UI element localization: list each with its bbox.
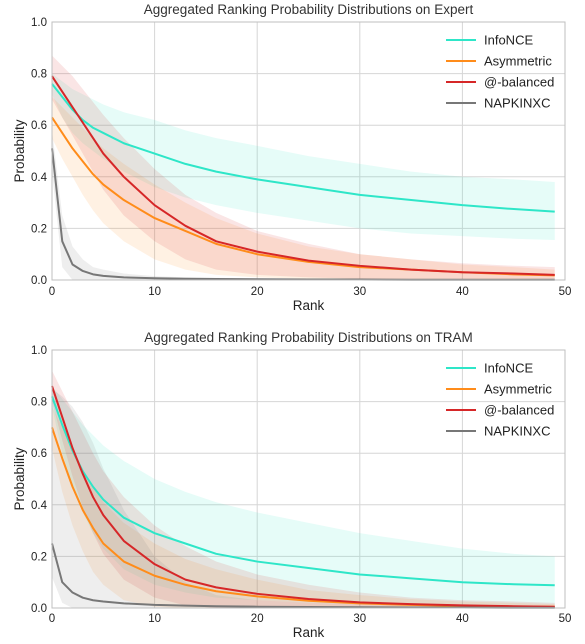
- y-tick-label: 1.0: [31, 17, 47, 29]
- legend-label-3: NAPKINXC: [484, 96, 550, 111]
- legend-label-2: @-balanced: [484, 75, 554, 90]
- y-tick-label: 0.2: [31, 223, 47, 235]
- x-tick-label: 40: [456, 286, 469, 298]
- y-tick-label: 0.2: [31, 551, 47, 563]
- x-tick-label: 20: [251, 613, 264, 625]
- x-axis-label: Rank: [293, 625, 325, 640]
- x-axis-label: Rank: [293, 298, 325, 313]
- y-tick-label: 0.8: [31, 69, 47, 81]
- y-tick-label: 1.0: [31, 345, 47, 357]
- plot-area: [52, 350, 565, 608]
- x-tick-label: 10: [148, 613, 161, 625]
- legend-label-2: @-balanced: [484, 403, 554, 418]
- x-tick-label: 10: [148, 286, 161, 298]
- legend-label-1: Asymmetric: [484, 382, 552, 397]
- legend-label-1: Asymmetric: [484, 54, 552, 69]
- x-tick-label: 50: [559, 286, 572, 298]
- series-band-2: [52, 370, 555, 608]
- series-band-3: [52, 388, 555, 608]
- y-tick-label: 0.0: [31, 275, 47, 287]
- chart-title: Aggregated Ranking Probability Distribut…: [144, 2, 474, 17]
- plot-frame: [51, 21, 566, 281]
- x-tick-label: 30: [353, 613, 366, 625]
- plot-frame: [51, 349, 566, 609]
- y-axis-label: Probability: [12, 447, 27, 510]
- series-line-3: [51, 543, 555, 609]
- legend-label-3: NAPKINXC: [484, 424, 550, 439]
- series-line-2: [51, 75, 555, 276]
- series-band-0: [52, 73, 555, 241]
- x-tick-label: 0: [49, 286, 55, 298]
- y-tick-label: 0.6: [31, 448, 47, 460]
- chart-title: Aggregated Ranking Probability Distribut…: [144, 330, 472, 345]
- plot-area: [52, 22, 565, 280]
- x-tick-label: 30: [353, 286, 366, 298]
- y-tick-label: 0.6: [31, 120, 47, 132]
- x-tick-label: 50: [559, 613, 572, 625]
- chart-panel-0: 0 10 20 30 40 50 0.0 0.2 0.4 0.6 0.8 1.0 Aggregated …: [12, 2, 571, 313]
- series-band-1: [52, 406, 555, 608]
- y-tick-label: 0.8: [31, 397, 47, 409]
- series-line-2: [51, 385, 555, 608]
- y-tick-label: 0.0: [31, 603, 47, 615]
- legend-label-0: InfoNCE: [484, 33, 533, 48]
- series-band-0: [52, 386, 555, 606]
- y-axis-label: Probability: [12, 119, 27, 182]
- x-tick-label: 0: [49, 613, 55, 625]
- x-tick-label: 40: [456, 613, 469, 625]
- x-tick-label: 20: [251, 286, 264, 298]
- legend-label-0: InfoNCE: [484, 361, 533, 376]
- y-tick-label: 0.4: [31, 172, 48, 184]
- chart-panel-1: 0 10 20 30 40 50 0.0 0.2 0.4 0.6 0.8 1.0 Aggregated …: [12, 330, 571, 640]
- y-tick-label: 0.4: [31, 500, 48, 512]
- series-band-1: [52, 96, 555, 280]
- series-band-2: [52, 55, 555, 280]
